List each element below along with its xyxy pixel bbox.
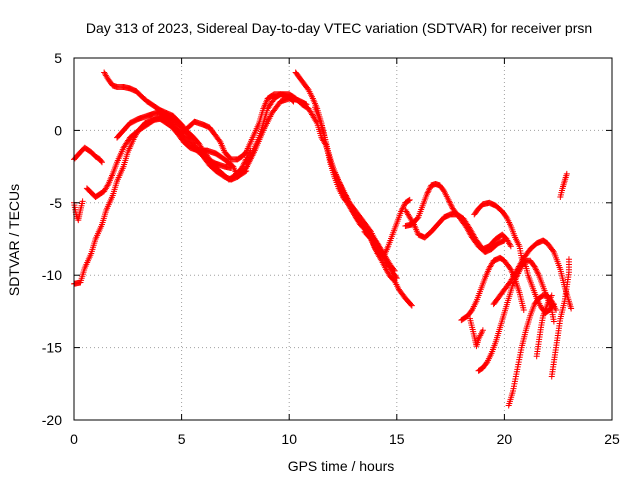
data-point bbox=[506, 241, 513, 248]
y-tick-label: -15 bbox=[42, 340, 62, 356]
y-tick-label: -5 bbox=[50, 195, 63, 211]
data-point bbox=[520, 306, 527, 313]
data-point bbox=[399, 205, 406, 212]
series-arc-15 bbox=[458, 254, 527, 324]
data-point bbox=[342, 192, 349, 199]
data-point bbox=[400, 202, 407, 209]
y-axis-ticks: -20 -15 -10 -5 0 5 bbox=[42, 50, 612, 428]
data-point bbox=[104, 182, 111, 189]
data-point bbox=[532, 266, 539, 273]
data-point bbox=[550, 318, 557, 325]
data-point bbox=[532, 264, 539, 271]
data-point bbox=[563, 170, 570, 177]
x-axis-ticks: 0 5 10 15 20 25 bbox=[70, 58, 620, 447]
chart-title: Day 313 of 2023, Sidereal Day-to-day VTE… bbox=[86, 20, 592, 36]
data-point bbox=[335, 178, 342, 185]
series-arc-19 bbox=[490, 237, 575, 312]
data-point bbox=[342, 191, 349, 198]
series-arc-10 bbox=[312, 104, 400, 282]
data-point bbox=[408, 302, 415, 309]
data-point bbox=[393, 275, 400, 282]
data-point bbox=[479, 327, 486, 334]
data-point bbox=[448, 202, 455, 209]
data-point bbox=[423, 191, 430, 198]
data-point bbox=[407, 301, 414, 308]
data-point bbox=[98, 158, 105, 165]
data-point bbox=[345, 196, 352, 203]
y-tick-label: 5 bbox=[54, 50, 62, 66]
x-tick-label: 0 bbox=[70, 431, 78, 447]
data-point bbox=[446, 199, 453, 206]
data-point bbox=[535, 270, 542, 277]
data-point bbox=[334, 176, 341, 183]
data-point bbox=[392, 273, 399, 280]
y-tick-label: -20 bbox=[42, 412, 62, 428]
series-arc-9 bbox=[292, 69, 398, 274]
data-point bbox=[426, 185, 433, 192]
data-point bbox=[398, 208, 405, 215]
series-arc-17 bbox=[466, 315, 486, 350]
data-point bbox=[447, 201, 454, 208]
data-point bbox=[406, 196, 413, 203]
data-point bbox=[426, 186, 433, 193]
series-arc-1 bbox=[71, 198, 86, 224]
x-tick-label: 5 bbox=[178, 431, 186, 447]
data-point bbox=[344, 195, 351, 202]
x-tick-label: 25 bbox=[604, 431, 620, 447]
y-tick-label: -10 bbox=[42, 267, 62, 283]
data-point bbox=[507, 243, 514, 250]
data-point bbox=[534, 269, 541, 276]
series-arc-21 bbox=[548, 256, 572, 380]
series-arc-20 bbox=[533, 292, 555, 360]
y-tick-label: 0 bbox=[54, 122, 62, 138]
data-points bbox=[71, 69, 575, 409]
x-tick-label: 15 bbox=[389, 431, 405, 447]
series-arc-7 bbox=[157, 95, 310, 180]
data-point bbox=[446, 198, 453, 205]
data-point bbox=[445, 196, 452, 203]
series-arc-2 bbox=[71, 144, 105, 166]
series-arc-22 bbox=[557, 170, 570, 201]
data-point bbox=[568, 305, 575, 312]
data-point bbox=[334, 175, 341, 182]
data-point bbox=[565, 256, 572, 263]
data-point bbox=[313, 118, 320, 125]
data-point bbox=[333, 173, 340, 180]
x-axis-label: GPS time / hours bbox=[288, 458, 395, 474]
x-tick-label: 10 bbox=[281, 431, 297, 447]
data-point bbox=[424, 189, 431, 196]
series-arc-11 bbox=[361, 196, 413, 260]
data-point bbox=[79, 198, 86, 205]
data-point bbox=[501, 237, 508, 244]
data-point bbox=[549, 247, 556, 254]
data-point bbox=[531, 263, 538, 270]
data-point bbox=[343, 194, 350, 201]
data-point bbox=[337, 180, 344, 187]
data-point bbox=[553, 306, 560, 313]
y-axis-label: SDTVAR / TECUs bbox=[6, 184, 22, 296]
plot-frame bbox=[73, 57, 613, 421]
x-tick-label: 20 bbox=[497, 431, 513, 447]
data-point bbox=[425, 188, 432, 195]
data-point bbox=[533, 267, 540, 274]
data-point bbox=[548, 292, 555, 299]
series-arc-13 bbox=[402, 180, 508, 256]
data-point bbox=[98, 159, 105, 166]
data-point bbox=[405, 197, 412, 204]
data-point bbox=[336, 179, 343, 186]
